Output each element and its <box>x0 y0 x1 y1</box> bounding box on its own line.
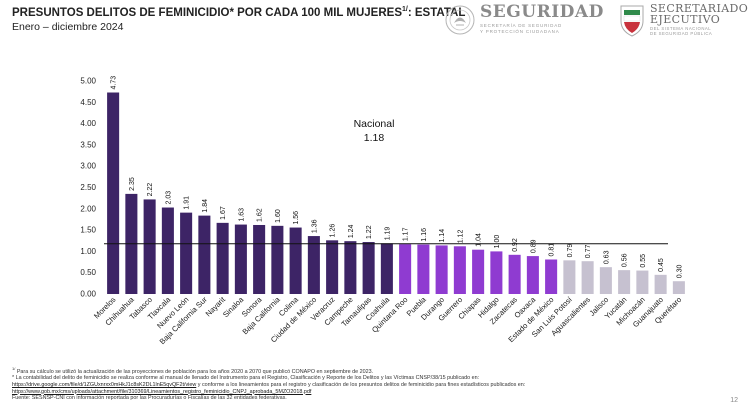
data-label: 1.16 <box>421 228 428 242</box>
bar <box>180 212 193 294</box>
bar <box>107 92 120 294</box>
bar <box>545 259 558 294</box>
y-tick-label: 2.50 <box>80 183 96 192</box>
bar <box>216 222 229 294</box>
seguridad-emblem-icon <box>445 5 475 35</box>
data-label: 0.55 <box>640 254 647 268</box>
bar <box>563 260 576 294</box>
data-label: 1.00 <box>494 235 501 249</box>
data-label: 0.79 <box>567 244 574 258</box>
seguridad-subline-1: SECRETARÍA DE SEGURIDAD <box>480 23 563 28</box>
bar <box>508 254 521 294</box>
national-label: Nacional <box>354 118 395 130</box>
footnote-2: * La contabilidad del delito de feminici… <box>12 375 526 395</box>
data-label: 0.30 <box>676 264 683 278</box>
data-label: 1.62 <box>257 208 264 222</box>
data-label: 2.35 <box>129 177 136 191</box>
bar <box>581 261 594 294</box>
y-tick-label: 0.50 <box>80 268 96 277</box>
data-label: 1.84 <box>202 199 209 213</box>
data-label: 1.26 <box>330 224 337 238</box>
data-label: 1.24 <box>348 224 355 238</box>
y-tick-label: 4.50 <box>80 98 96 107</box>
data-label: 0.92 <box>512 238 519 252</box>
secretariado-wordmark-1: SECRETARIADO <box>650 2 749 15</box>
seguridad-subline-2: Y PROTECCIÓN CIUDADANA <box>480 29 560 34</box>
footnotes: 1/ Para su cálculo se utilizó la actuali… <box>12 366 737 402</box>
page-subtitle: Enero – diciembre 2024 <box>12 21 124 33</box>
bar <box>453 246 466 294</box>
data-label: 0.89 <box>530 239 537 253</box>
data-label: 1.22 <box>366 225 373 239</box>
bar <box>472 249 485 294</box>
page-number: 12 <box>730 397 738 404</box>
data-label: 2.03 <box>165 191 172 205</box>
data-label: 1.17 <box>403 227 410 241</box>
y-tick-label: 3.50 <box>80 140 96 149</box>
manual-link[interactable]: https://drive.google.com/file/d/1ZGUxnrx… <box>12 381 197 388</box>
bar <box>380 243 393 294</box>
data-label: 1.19 <box>384 227 391 241</box>
bar <box>234 224 247 294</box>
secretariado-logo: SECRETARIADO EJECUTIVO DEL SISTEMA NACIO… <box>618 2 748 38</box>
bar <box>435 245 448 294</box>
source-note: Fuente: SESNSP-CNI con información repor… <box>12 395 287 402</box>
data-label: 0.77 <box>585 244 592 258</box>
bar <box>198 215 211 294</box>
bar <box>672 281 685 294</box>
bar <box>362 242 375 294</box>
bar <box>271 225 284 294</box>
data-label: 0.45 <box>658 258 665 272</box>
seguridad-logo: SEGURIDAD SECRETARÍA DE SEGURIDAD Y PROT… <box>443 2 608 38</box>
bar <box>654 274 667 294</box>
data-label: 1.91 <box>184 196 191 210</box>
secretariado-shield-icon <box>620 5 644 37</box>
data-label: 0.56 <box>622 253 629 267</box>
secretariado-subline-1: DEL SISTEMA NACIONAL <box>650 26 712 31</box>
bar <box>143 199 156 294</box>
bar <box>344 241 357 294</box>
data-label: 0.63 <box>603 250 610 264</box>
lineamientos-link[interactable]: https://www.gob.mx/cms/uploads/attachmen… <box>12 388 312 395</box>
data-label: 4.73 <box>111 76 118 90</box>
data-label: 1.67 <box>220 206 227 220</box>
data-label: 1.14 <box>439 229 446 243</box>
y-tick-label: 4.00 <box>80 119 96 128</box>
data-label: 1.12 <box>457 230 464 244</box>
data-label: 1.04 <box>476 233 483 247</box>
bar <box>490 251 503 294</box>
data-label: 0.81 <box>549 243 556 257</box>
footnote-1: 1/ Para su cálculo se utilizó la actuali… <box>12 366 374 375</box>
y-tick-label: 0.00 <box>80 290 96 299</box>
secretariado-subline-2: DE SEGURIDAD PÚBLICA <box>650 31 713 36</box>
bar <box>326 240 339 294</box>
national-value: 1.18 <box>364 132 385 144</box>
bar <box>599 267 612 294</box>
data-label: 1.56 <box>293 211 300 225</box>
bar <box>289 227 302 294</box>
bar <box>161 207 174 294</box>
y-tick-label: 1.00 <box>80 247 96 256</box>
data-label: 1.36 <box>311 219 318 233</box>
y-tick-label: 3.00 <box>80 162 96 171</box>
seguridad-wordmark: SEGURIDAD <box>480 2 604 22</box>
bar <box>618 270 631 294</box>
data-label: 1.60 <box>275 209 282 223</box>
y-tick-label: 5.00 <box>80 77 96 86</box>
secretariado-wordmark-2: EJECUTIVO <box>650 13 721 26</box>
y-tick-label: 2.00 <box>80 204 96 213</box>
y-tick-label: 1.50 <box>80 226 96 235</box>
data-label: 2.22 <box>147 183 154 197</box>
bar <box>399 244 412 294</box>
bar <box>307 236 320 294</box>
bar <box>636 270 649 294</box>
data-label: 1.63 <box>238 208 245 222</box>
bar <box>417 244 430 294</box>
bar <box>253 224 266 294</box>
bar <box>526 256 539 294</box>
